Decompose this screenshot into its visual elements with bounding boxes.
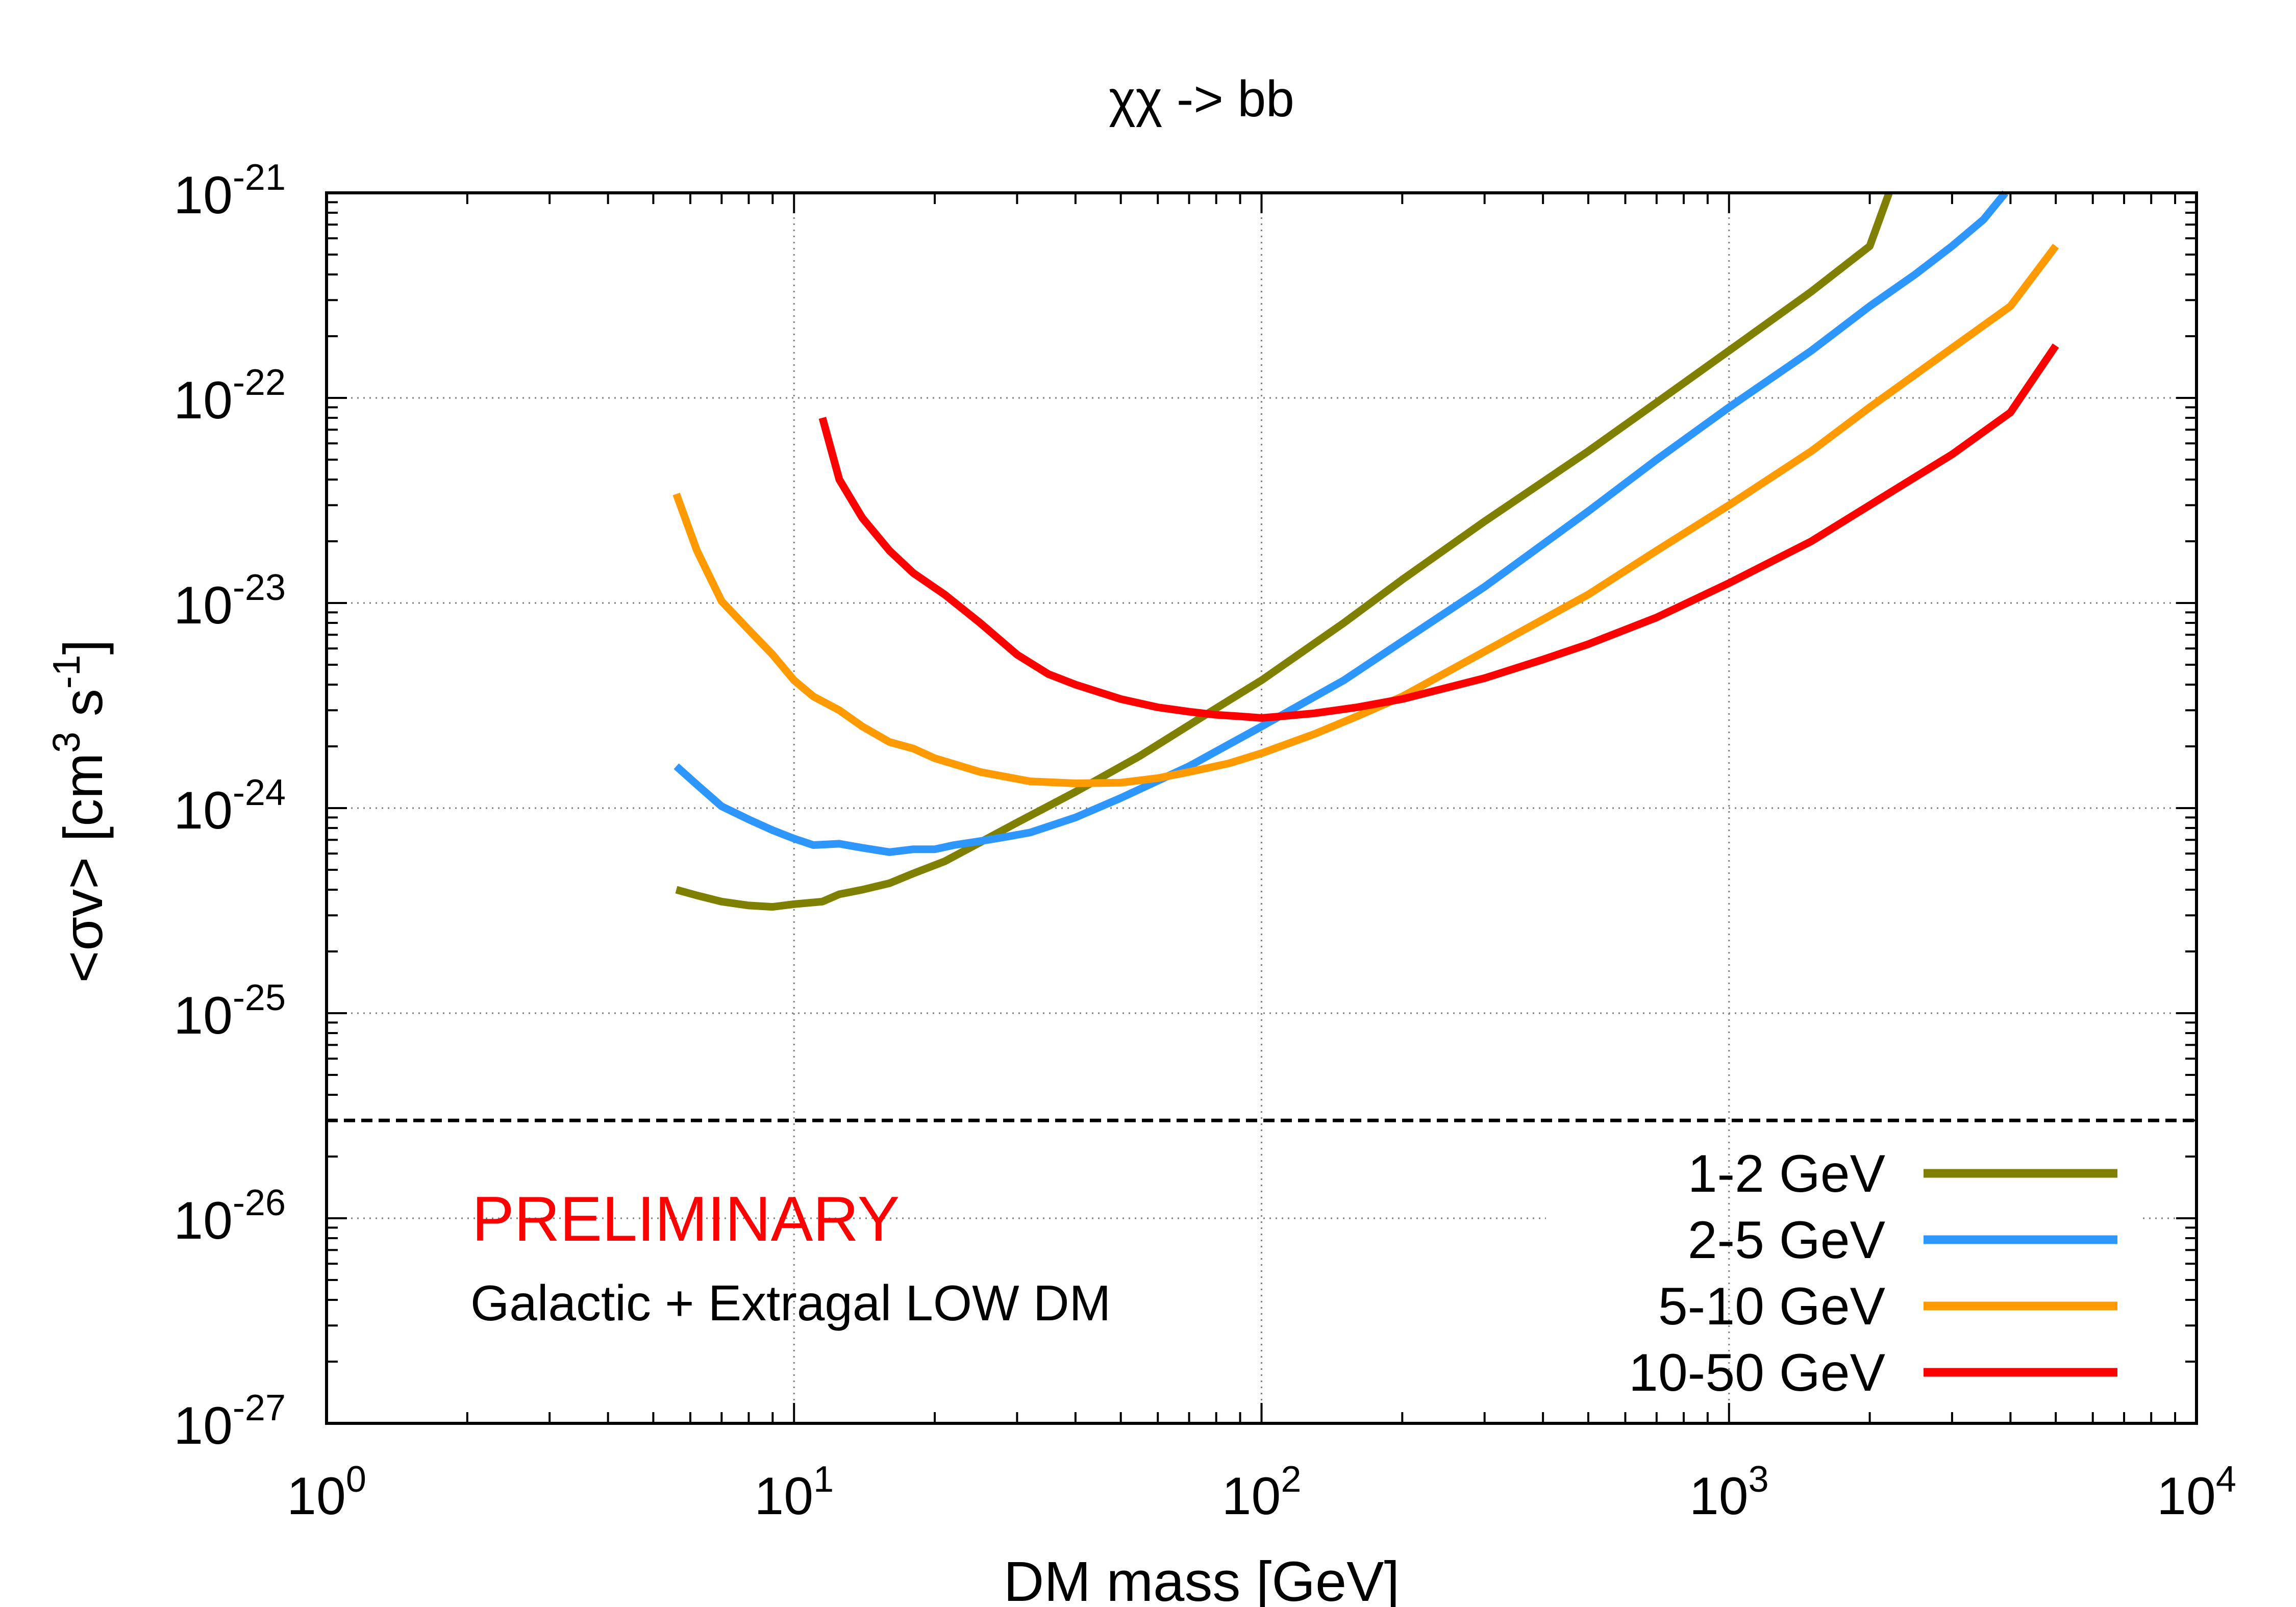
legend-label: 2-5 GeV xyxy=(1688,1211,1885,1270)
x-tick-label: 100 xyxy=(287,1459,366,1526)
legend-label: 10-50 GeV xyxy=(1629,1343,1885,1402)
y-tick-exponent: -27 xyxy=(233,1388,286,1428)
x-tick-exponent: 3 xyxy=(1749,1459,1769,1500)
x-tick-label: 102 xyxy=(1222,1459,1302,1526)
x-tick-label: 103 xyxy=(1689,1459,1769,1526)
series-line-2-5-gev xyxy=(673,190,2009,856)
x-tick-label: 104 xyxy=(2157,1459,2236,1526)
x-tick-base: 10 xyxy=(1689,1467,1749,1526)
x-tick-exponent: 1 xyxy=(813,1459,834,1500)
y-axis-label: <σv> [cm3 s-1] xyxy=(45,639,114,983)
grid xyxy=(327,193,2197,1423)
x-tick-base: 10 xyxy=(287,1467,346,1526)
y-tick-exponent: -24 xyxy=(233,772,286,813)
x-tick-exponent: 4 xyxy=(2216,1459,2236,1500)
legend-label: 1-2 GeV xyxy=(1688,1144,1885,1203)
y-tick-base: 10 xyxy=(173,166,233,225)
legend-label: 5-10 GeV xyxy=(1658,1277,1885,1336)
y-axis-label-sup-minus1: -1 xyxy=(45,655,88,689)
preliminary-label: PRELIMINARY xyxy=(472,1184,900,1254)
minor-ticks xyxy=(327,193,2197,1423)
x-tick-exponent: 0 xyxy=(346,1459,366,1500)
x-tick-base: 10 xyxy=(2157,1467,2216,1526)
y-tick-base: 10 xyxy=(173,576,233,635)
chart-title: χχ -> bb xyxy=(1109,70,1294,128)
y-tick-label: 10-26 xyxy=(173,1183,286,1250)
y-tick-exponent: -23 xyxy=(233,567,286,608)
y-tick-label: 10-27 xyxy=(173,1388,286,1455)
legend: 1-2 GeV 2-5 GeV 5-10 GeV 10-50 GeV xyxy=(1629,1144,2117,1402)
y-tick-label: 10-25 xyxy=(173,977,286,1045)
y-tick-base: 10 xyxy=(173,986,233,1045)
y-tick-exponent: -21 xyxy=(233,157,286,198)
series-line-5-10-gev xyxy=(672,243,2059,787)
series-line-10-50-gev xyxy=(818,343,2059,722)
y-tick-label: 10-22 xyxy=(173,362,286,430)
y-tick-label: 10-24 xyxy=(173,772,286,840)
y-axis-label-mid: s xyxy=(52,689,114,732)
x-tick-labels: 100 101 102 103 104 xyxy=(287,1459,2236,1526)
y-tick-exponent: -25 xyxy=(233,977,286,1018)
y-tick-base: 10 xyxy=(173,1396,233,1455)
x-tick-base: 10 xyxy=(1222,1467,1281,1526)
y-axis-label-end: ] xyxy=(52,639,114,655)
y-tick-exponent: -22 xyxy=(233,362,286,403)
y-tick-base: 10 xyxy=(173,781,233,840)
y-axis-label-sup-3: 3 xyxy=(45,732,88,753)
dataset-label: Galactic + Extragal LOW DM xyxy=(470,1275,1111,1331)
x-tick-base: 10 xyxy=(754,1467,813,1526)
y-tick-base: 10 xyxy=(173,371,233,430)
plot-frame xyxy=(325,191,2198,1425)
y-tick-base: 10 xyxy=(173,1191,233,1250)
y-tick-label: 10-23 xyxy=(173,567,286,635)
series-lines xyxy=(672,190,2059,911)
x-tick-exponent: 2 xyxy=(1281,1459,1301,1500)
y-tick-exponent: -26 xyxy=(233,1183,286,1223)
y-tick-label: 10-21 xyxy=(173,157,286,225)
x-axis-label: DM mass [GeV] xyxy=(1004,1550,1400,1607)
series-line-1-2-gev xyxy=(675,191,1893,911)
x-tick-label: 101 xyxy=(754,1459,834,1526)
y-axis-label-main: <σv> [cm xyxy=(52,753,114,983)
